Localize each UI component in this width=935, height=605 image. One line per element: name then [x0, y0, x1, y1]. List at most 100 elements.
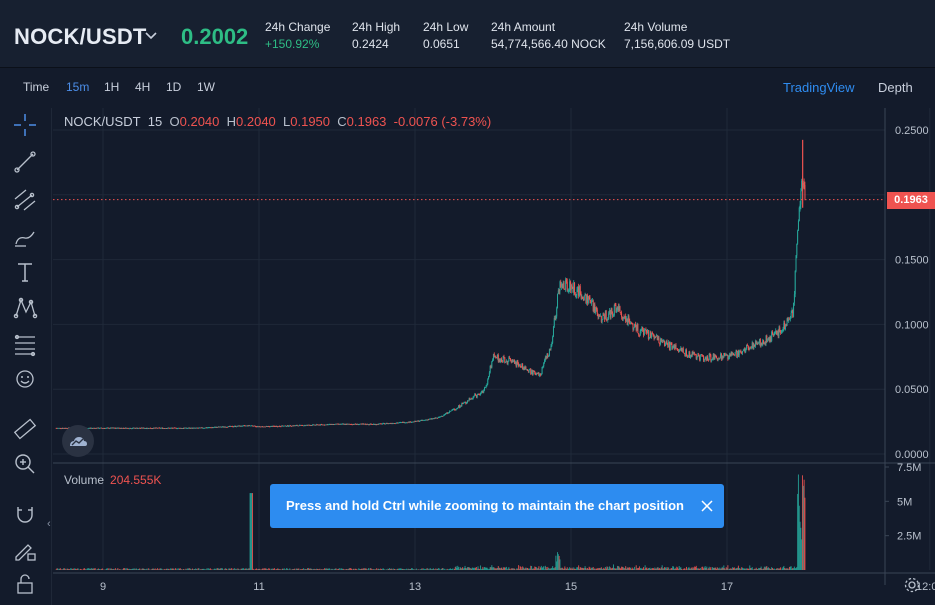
candle-body	[61, 428, 63, 429]
candle-body	[252, 425, 254, 427]
candle-body	[489, 365, 491, 373]
volume-bar	[494, 568, 496, 570]
volume-bar	[754, 568, 756, 570]
candle-body	[624, 316, 626, 318]
candle-body	[581, 296, 583, 298]
candle-body	[535, 373, 537, 375]
volume-bar	[101, 568, 103, 570]
candle-body	[741, 351, 743, 354]
candle-body	[55, 428, 57, 429]
candle-body	[166, 428, 168, 430]
candle-body	[285, 425, 287, 427]
candle-body	[214, 426, 216, 428]
candle-body	[766, 335, 768, 342]
candle-body	[609, 310, 611, 318]
trendline-tool[interactable]	[10, 148, 40, 176]
volume-bar	[793, 566, 795, 570]
interval-1h[interactable]: 1H	[104, 80, 120, 94]
candle-body	[271, 426, 273, 427]
ruler-tool[interactable]	[10, 415, 40, 443]
volume-bar	[62, 569, 64, 570]
volume-bar	[679, 567, 681, 570]
channel-tool[interactable]	[10, 186, 40, 214]
candle-body	[630, 322, 632, 324]
tab-tradingview[interactable]: TradingView	[783, 80, 855, 95]
candle-body	[387, 423, 389, 425]
volume-bar	[715, 567, 717, 570]
candle-body	[328, 424, 330, 426]
volume-bar	[571, 567, 573, 570]
volume-bar	[677, 567, 679, 570]
volume-bar	[698, 568, 700, 570]
magnet-icon	[17, 507, 33, 523]
time-tick-label: 12:00	[916, 581, 935, 593]
tab-depth[interactable]: Depth	[878, 80, 913, 95]
lock-drawings-tool[interactable]	[10, 536, 40, 564]
brush-tool[interactable]	[10, 223, 40, 251]
candle-body	[490, 365, 492, 368]
candle-body	[230, 426, 232, 427]
volume-bar	[655, 568, 657, 570]
volume-bar	[59, 568, 61, 570]
candle-body	[630, 322, 632, 324]
volume-bar	[67, 568, 69, 570]
volume-bar	[391, 568, 393, 570]
gear-icon[interactable]	[903, 576, 921, 594]
tradingview-logo-icon[interactable]	[62, 425, 94, 457]
price-chart[interactable]: 0.25000.15000.10000.05000.00007.5M5M2.5M…	[53, 108, 935, 605]
volume-bar	[114, 569, 116, 570]
candle-body	[668, 341, 670, 348]
candle-body	[657, 337, 659, 340]
candle-body	[520, 366, 522, 368]
candle-body	[754, 345, 756, 347]
pair-selector[interactable]: NOCK/USDT	[14, 24, 147, 49]
text-icon	[18, 263, 32, 282]
chevron-down-icon[interactable]	[143, 24, 159, 46]
volume-bar	[686, 569, 688, 570]
interval-1w[interactable]: 1W	[197, 80, 215, 94]
collapse-toolbar-icon[interactable]: ‹	[47, 518, 51, 530]
volume-bar	[88, 568, 90, 570]
volume-bar	[278, 569, 280, 570]
candle-body	[475, 394, 477, 396]
volume-bar	[775, 569, 777, 570]
candle-body	[625, 316, 627, 322]
volume-bar	[58, 568, 60, 570]
candle-body	[610, 308, 612, 318]
volume-bar	[419, 569, 421, 570]
volume-bar	[228, 568, 230, 570]
candle-body	[487, 379, 489, 384]
interval-1d[interactable]: 1D	[166, 80, 182, 94]
candle-body	[743, 348, 745, 351]
interval-4h[interactable]: 4H	[135, 80, 151, 94]
candle-body	[282, 425, 284, 427]
candle-body	[482, 391, 484, 393]
crosshair-tool[interactable]	[10, 111, 40, 139]
candle-body	[720, 353, 722, 360]
pattern-tool[interactable]	[10, 294, 40, 322]
candle-body	[274, 426, 276, 428]
magnet-tool[interactable]	[10, 500, 40, 528]
fib-tool[interactable]	[10, 330, 40, 358]
candle-body	[278, 426, 280, 427]
volume-bar	[154, 568, 156, 570]
time-label[interactable]: Time	[23, 80, 50, 94]
interval-15m[interactable]: 15m	[66, 80, 90, 94]
volume-bar	[756, 569, 758, 570]
emoji-tool[interactable]	[10, 365, 40, 393]
candle-body	[260, 426, 262, 428]
volume-bar	[332, 568, 334, 570]
pencil-lock-icon	[15, 544, 36, 561]
candle-body	[492, 359, 494, 362]
volume-bar	[693, 568, 695, 570]
volume-bar	[598, 568, 600, 570]
unlock-tool[interactable]	[10, 570, 40, 598]
candle-body	[303, 425, 305, 427]
zoom-tool[interactable]	[10, 450, 40, 478]
volume-bar	[561, 567, 563, 570]
text-tool[interactable]	[10, 258, 40, 286]
volume-bar	[712, 567, 714, 570]
candle-body	[789, 318, 791, 320]
close-icon[interactable]	[700, 484, 714, 528]
candle-body	[270, 426, 272, 427]
